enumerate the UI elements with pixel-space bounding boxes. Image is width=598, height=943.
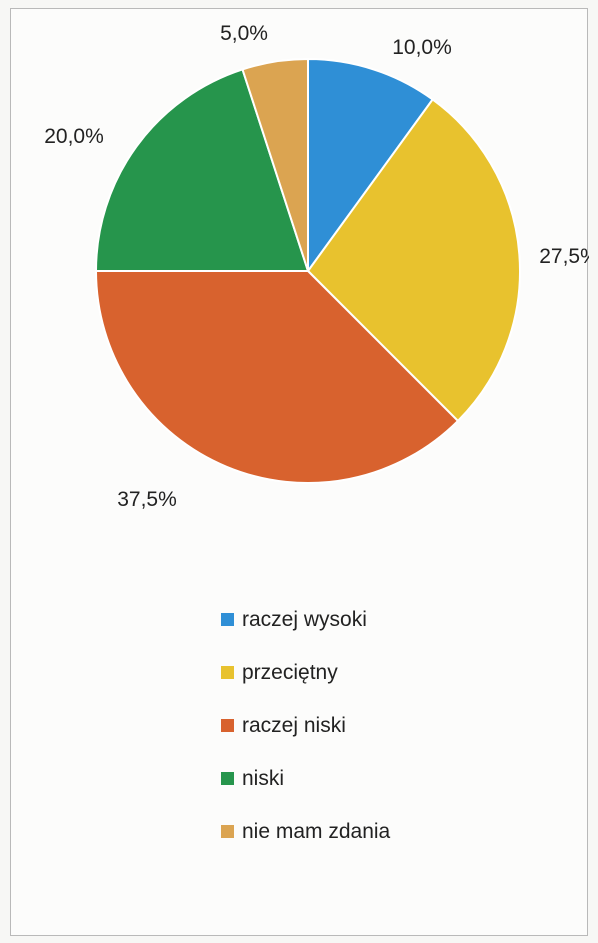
legend-swatch (221, 825, 234, 838)
legend-label: niski (242, 766, 285, 790)
pie-slices (94, 57, 521, 485)
data-label-1: 10,0% (392, 36, 452, 59)
legend-label: raczej wysoki (242, 607, 367, 631)
chart-frame: 10,0% 27,5% 37,5% 20,0% 5,0% raczej wysoki p… (10, 8, 589, 936)
pie-slice-5 (241, 57, 309, 272)
legend-item: przeciętny (221, 656, 390, 689)
pie-slice-1 (307, 57, 435, 275)
legend-label: nie mam zdania (242, 819, 391, 843)
legend-label: raczej niski (242, 713, 346, 737)
legend-label: przeciętny (242, 660, 338, 684)
legend-swatch (221, 666, 234, 679)
data-label-5: 5,0% (220, 22, 268, 45)
data-label-4: 20,0% (44, 125, 104, 148)
data-label-3: 37,5% (117, 488, 177, 511)
pie-slice-4 (94, 68, 310, 272)
legend-swatch (221, 613, 234, 626)
pie-chart: 10,0% 27,5% 37,5% 20,0% 5,0% (44, 22, 589, 511)
pie-slice-3 (94, 270, 460, 485)
legend-swatch (221, 719, 234, 732)
pie-data-labels: 10,0% 27,5% 37,5% 20,0% 5,0% (44, 22, 589, 511)
legend-item: raczej niski (221, 709, 390, 742)
data-label-2: 27,5% (539, 245, 589, 268)
pie-slice-2 (306, 98, 521, 423)
legend-swatch (221, 772, 234, 785)
legend-item: nie mam zdania (221, 815, 390, 848)
legend-item: raczej wysoki (221, 603, 390, 636)
legend: raczej wysoki przeciętny raczej niski ni… (221, 603, 390, 868)
legend-item: niski (221, 762, 390, 795)
